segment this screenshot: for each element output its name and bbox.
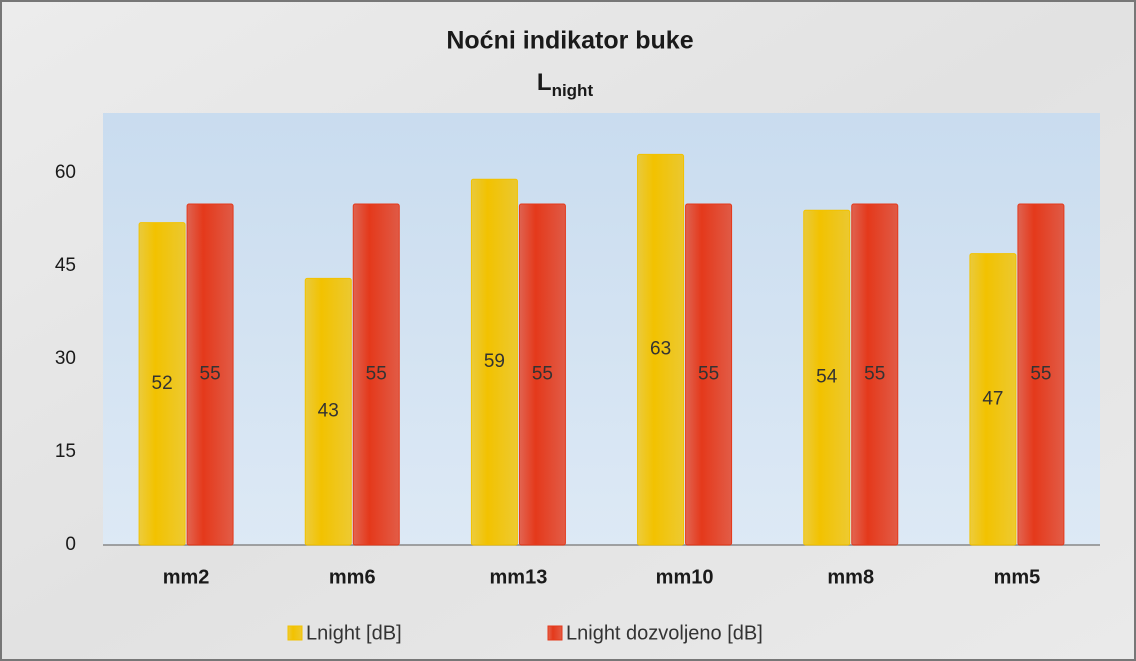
data-label: 55 — [698, 364, 719, 385]
data-label: 43 — [318, 401, 339, 422]
subtitle-main: L — [537, 69, 552, 96]
bar — [685, 203, 733, 546]
bar — [304, 277, 352, 546]
legend-swatch — [287, 625, 303, 641]
bar — [352, 203, 400, 546]
bar — [470, 178, 518, 546]
y-tick-label: 30 — [55, 348, 76, 369]
x-tick-label: mm8 — [827, 566, 874, 588]
chart-title: Noćni indikator buke — [446, 27, 693, 55]
bar — [637, 153, 685, 546]
legend-label: Lnight [dB] — [306, 622, 402, 644]
data-label: 55 — [366, 364, 387, 385]
data-label: 55 — [532, 364, 553, 385]
bar — [969, 253, 1017, 546]
data-label: 55 — [1030, 364, 1051, 385]
bar — [186, 203, 234, 546]
x-tick-label: mm6 — [329, 566, 376, 588]
chart-subtitle: Lnight — [537, 69, 594, 100]
data-label: 54 — [816, 367, 838, 388]
bar — [518, 203, 566, 546]
x-tick-label: mm2 — [163, 566, 210, 588]
y-tick-label: 15 — [55, 441, 76, 462]
bar — [138, 222, 186, 546]
x-tick-label: mm5 — [994, 566, 1041, 588]
x-tick-label: mm10 — [656, 566, 714, 588]
data-label: 63 — [650, 339, 671, 360]
data-label: 47 — [982, 388, 1003, 409]
bar — [1017, 203, 1065, 546]
y-tick-label: 0 — [65, 534, 76, 555]
bar — [803, 209, 851, 546]
subtitle-sub: night — [552, 81, 594, 100]
legend-swatch — [547, 625, 563, 641]
data-label: 59 — [484, 351, 505, 372]
data-label: 55 — [864, 364, 885, 385]
y-tick-label: 45 — [55, 255, 76, 276]
y-tick-label: 60 — [55, 162, 76, 183]
data-label: 52 — [152, 373, 173, 394]
x-tick-label: mm13 — [490, 566, 548, 588]
bar — [851, 203, 899, 546]
legend-label: Lnight dozvoljeno [dB] — [566, 622, 763, 644]
data-label: 55 — [200, 364, 221, 385]
plot-area — [103, 113, 1100, 545]
